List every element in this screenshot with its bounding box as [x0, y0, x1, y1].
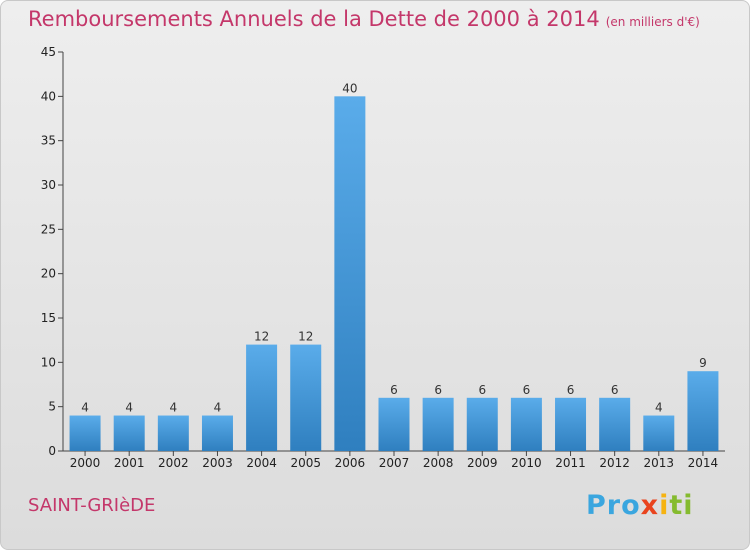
x-tick-label: 2012 — [599, 456, 630, 470]
data-label-2002: 4 — [170, 401, 178, 415]
x-tick-label: 2000 — [70, 456, 101, 470]
data-label-2012: 6 — [611, 383, 619, 397]
bar-2011 — [555, 397, 587, 451]
bar-2003 — [201, 415, 233, 451]
bar-2010 — [510, 397, 542, 451]
bar-2005 — [290, 344, 322, 451]
bar-2008 — [422, 397, 454, 451]
bar-2004 — [246, 344, 278, 451]
y-tick-label: 5 — [48, 400, 56, 414]
data-label-2004: 12 — [254, 330, 269, 344]
y-axis: 0 5 10 15 20 25 30 35 40 45 — [41, 45, 64, 458]
x-tick-label: 2011 — [555, 456, 586, 470]
x-tick-label: 2003 — [202, 456, 233, 470]
data-label-2005: 12 — [298, 330, 313, 344]
data-label-2011: 6 — [567, 383, 575, 397]
data-label-2010: 6 — [523, 383, 531, 397]
x-tick-label: 2002 — [158, 456, 189, 470]
bar-2013 — [643, 415, 675, 451]
logo-part-4: ti — [669, 490, 694, 521]
y-tick-label: 30 — [41, 178, 56, 192]
x-axis: 2000 2001 2002 2003 2004 2005 2006 2007 2008 2009… — [63, 450, 725, 470]
data-label-2007: 6 — [390, 383, 398, 397]
y-tick-label: 40 — [41, 89, 56, 103]
data-label-2013: 4 — [655, 401, 663, 415]
commune-name: SAINT-GRIèDE — [28, 495, 156, 516]
bar-2000 — [69, 415, 101, 451]
y-tick-label: 15 — [41, 311, 56, 325]
data-label-2008: 6 — [434, 383, 442, 397]
y-tick-label: 10 — [41, 355, 56, 369]
bar-2001 — [113, 415, 145, 451]
x-tick-label: 2010 — [511, 456, 542, 470]
data-label-2001: 4 — [125, 401, 133, 415]
bars — [69, 96, 719, 451]
x-tick-label: 2014 — [688, 456, 719, 470]
bar-2002 — [157, 415, 189, 451]
proxiti-logo[interactable]: Proxiti — [586, 490, 694, 521]
bar-2006 — [334, 96, 366, 451]
y-tick-label: 25 — [41, 222, 56, 236]
x-tick-label: 2001 — [114, 456, 145, 470]
title-text: Remboursements Annuels de la Dette de 20… — [28, 7, 600, 31]
data-label-2006: 40 — [342, 81, 357, 95]
bar-2009 — [466, 397, 498, 451]
bar-2012 — [599, 397, 631, 451]
y-tick-label: 20 — [41, 267, 56, 281]
data-labels: 4 4 4 4 12 12 40 6 6 6 6 6 6 4 9 — [81, 81, 707, 414]
logo-part-1: Pro — [586, 490, 641, 521]
x-tick-label: 2007 — [379, 456, 410, 470]
unit-label: (en milliers d'€) — [605, 15, 700, 29]
x-tick-label: 2013 — [644, 456, 675, 470]
x-tick-label: 2004 — [246, 456, 277, 470]
y-tick-label: 0 — [48, 444, 56, 458]
bar-2007 — [378, 397, 410, 451]
x-tick-label: 2005 — [290, 456, 321, 470]
y-tick-label: 45 — [41, 45, 56, 59]
data-label-2009: 6 — [478, 383, 486, 397]
data-label-2003: 4 — [214, 401, 222, 415]
logo-part-3: i — [659, 490, 670, 521]
bar-2014 — [687, 371, 719, 451]
x-tick-label: 2009 — [467, 456, 498, 470]
x-tick-label: 2006 — [335, 456, 366, 470]
data-label-2014: 9 — [699, 356, 707, 370]
x-tick-label: 2008 — [423, 456, 454, 470]
logo-part-2: x — [640, 490, 660, 521]
data-label-2000: 4 — [81, 401, 89, 415]
chart-title: Remboursements Annuels de la Dette de 20… — [28, 7, 700, 31]
y-tick-label: 35 — [41, 134, 56, 148]
